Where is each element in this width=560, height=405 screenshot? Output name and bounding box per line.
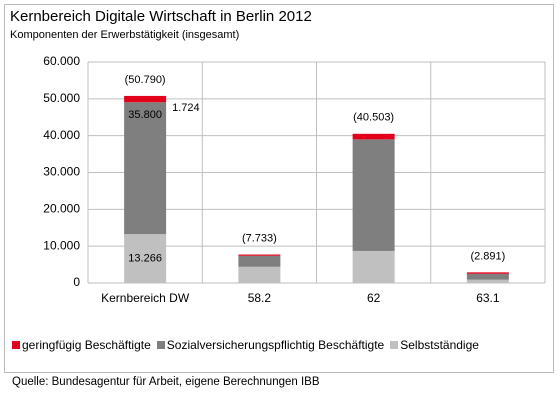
y-tick-label: 30.000 xyxy=(43,165,80,179)
bar-segment xyxy=(238,254,281,256)
legend-swatch xyxy=(390,341,399,349)
y-tick-label: 50.000 xyxy=(43,91,80,105)
legend: geringfügig Beschäftigte Sozialversicheru… xyxy=(12,338,479,352)
bar-segment xyxy=(466,273,509,280)
bar-segment xyxy=(238,266,281,283)
bar-segment xyxy=(238,255,281,267)
source: Quelle: Bundesagentur für Arbeit, eigene… xyxy=(12,376,320,388)
bar-segment xyxy=(352,133,395,140)
y-tick-label: 10.000 xyxy=(43,238,80,252)
frame xyxy=(4,4,554,373)
bar-segment xyxy=(352,250,395,283)
x-tick-label: 63.1 xyxy=(476,291,500,305)
chart-subtitle: Komponenten der Erwerbstätigkeit (insges… xyxy=(10,29,239,41)
legend-swatch xyxy=(156,341,165,349)
legend-swatch xyxy=(12,341,20,349)
y-tick-label: 0 xyxy=(73,275,80,289)
bar-segment xyxy=(466,279,509,283)
total-label: (2.891) xyxy=(470,250,505,262)
legend-label: geringfügig Beschäftigte xyxy=(22,338,151,352)
x-tick-label: 62 xyxy=(366,291,381,305)
legend-item: geringfügig Beschäftigte xyxy=(12,338,151,352)
chart-title: Kernbereich Digitale Wirtschaft in Berli… xyxy=(10,8,312,25)
y-tick-label: 20.000 xyxy=(43,202,80,216)
bar-segment xyxy=(124,102,167,235)
y-tick-label: 40.000 xyxy=(43,128,80,142)
total-label: (50.790) xyxy=(125,74,166,86)
x-tick-label: 58.2 xyxy=(247,291,272,305)
bar-segment xyxy=(466,272,509,274)
total-label: (40.503) xyxy=(353,112,394,124)
legend-label: Selbstständige xyxy=(400,338,479,352)
bar-segment xyxy=(124,234,167,283)
bar-segment xyxy=(352,139,395,251)
legend-label: Sozialversicherungspflichtig Beschäftigt… xyxy=(166,338,385,352)
bar-segment xyxy=(124,95,167,103)
data-label: 13.266 xyxy=(128,252,162,264)
total-label: (7.733) xyxy=(242,232,277,244)
legend-item: Sozialversicherungspflichtig Beschäftigt… xyxy=(156,338,385,352)
data-label: 1.724 xyxy=(172,102,200,114)
data-label: 35.800 xyxy=(128,109,162,121)
y-tick-label: 60.000 xyxy=(43,54,80,68)
legend-item: Selbstständige xyxy=(390,338,479,352)
x-tick-label: Kernbereich DW xyxy=(101,291,190,305)
